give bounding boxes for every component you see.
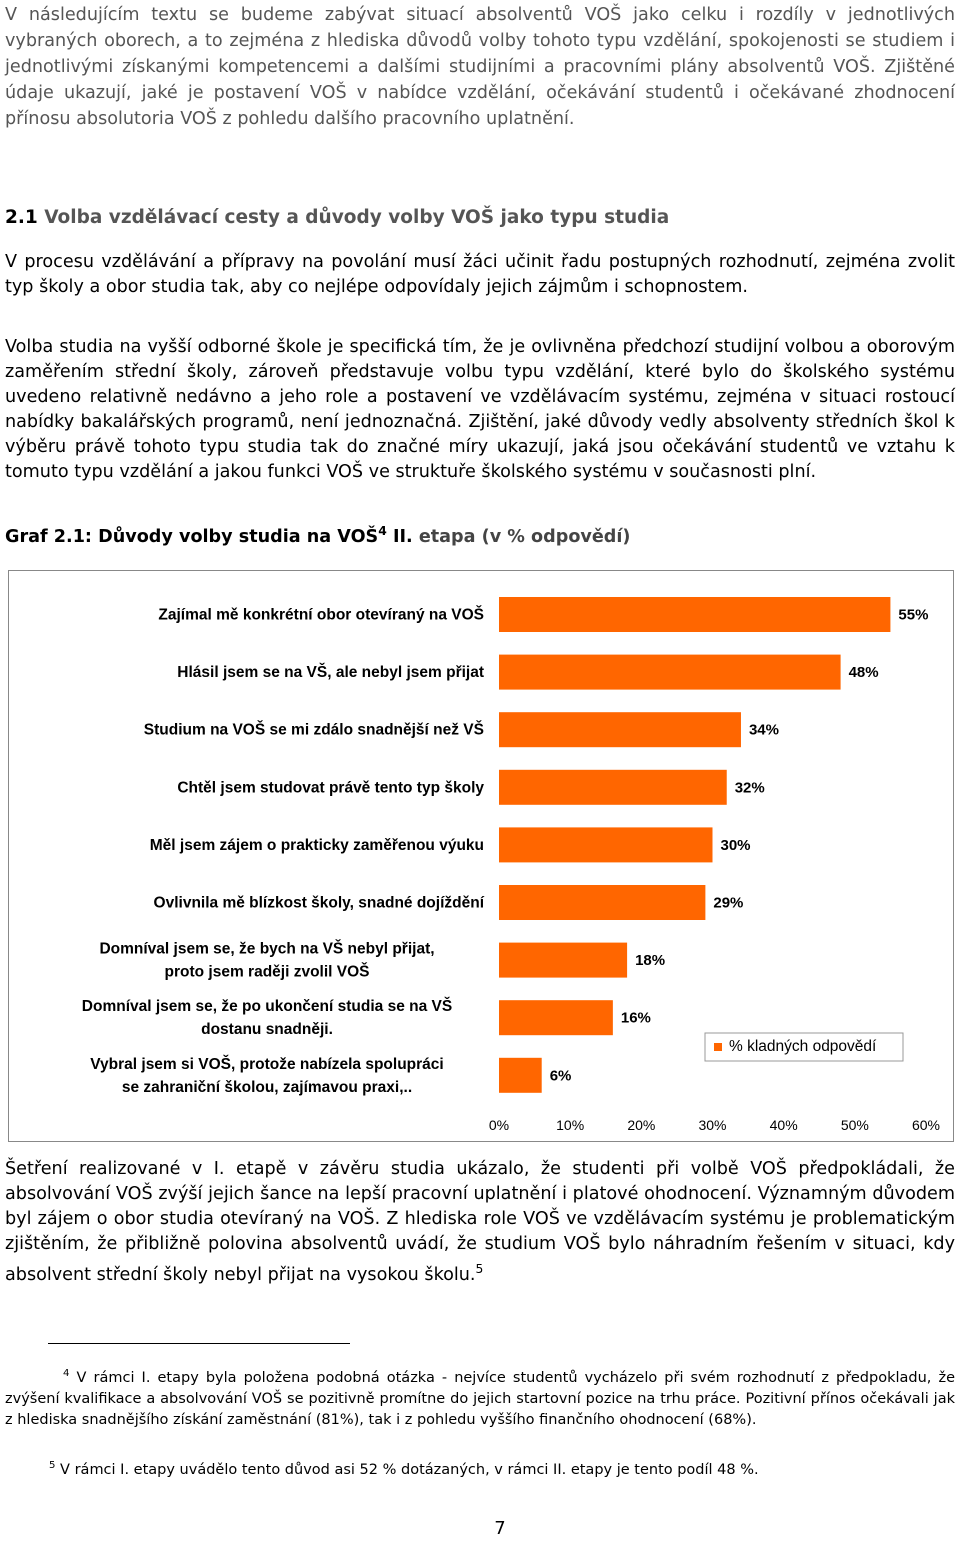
data-label-4: 32% [735, 779, 765, 796]
chart-caption-suffix: etapa (v % odpovědí) [412, 526, 631, 547]
page-number: 7 [494, 1518, 506, 1539]
x-tick-4: 40% [770, 1117, 798, 1133]
x-tick-1: 10% [556, 1117, 584, 1133]
footnote-5-text: V rámci I. etapy uvádělo tento důvod asi… [55, 1461, 759, 1478]
data-label-9: 6% [550, 1067, 572, 1084]
footnote-4-mark: 4 [63, 1368, 70, 1379]
x-tick-2: 20% [627, 1117, 655, 1133]
legend-box [704, 1032, 904, 1062]
category-label-5: Měl jsem zájem o prakticky zaměřenou výu… [150, 837, 484, 854]
category-label-1: Zajímal mě konkrétní obor otevíraný na V… [158, 606, 484, 624]
paragraph-3-text: Šetření realizované v I. etapě v závěru … [5, 1159, 955, 1285]
data-label-8: 16% [621, 1010, 651, 1027]
x-tick-0: 0% [489, 1117, 509, 1133]
legend-swatch [714, 1043, 722, 1051]
legend-label: % kladných odpovědí [729, 1038, 877, 1055]
bar-3 [499, 712, 741, 748]
bar-9 [499, 1057, 542, 1093]
chart-caption-etapa: II. [386, 526, 413, 547]
data-label-7: 18% [635, 952, 665, 969]
paragraph-3-footnote-ref: 5 [475, 1262, 484, 1276]
x-tick-3: 30% [698, 1117, 726, 1133]
chart-caption-prefix: Graf 2.1: Důvody volby studia na VOŠ [5, 526, 379, 547]
section-number: 2.1 [5, 207, 38, 228]
data-label-3: 34% [749, 722, 779, 739]
data-label-5: 30% [721, 837, 751, 854]
category-label-7: Domníval jsem se, že bych na VŠ nebyl př… [99, 940, 434, 981]
reasons-bar-chart: 55% Zajímal mě konkrétní obor otevíraný n… [8, 570, 954, 1142]
bar-8 [499, 1000, 613, 1036]
data-label-2: 48% [849, 664, 879, 681]
section-title: Volba vzdělávací cesty a důvody volby VO… [44, 207, 670, 228]
footnote-5: 5 V rámci I. etapy uvádělo tento důvod a… [5, 1455, 955, 1481]
footnote-4-text: V rámci I. etapy byla položena podobná o… [5, 1369, 955, 1428]
data-label-1: 55% [898, 607, 928, 624]
category-label-4: Chtěl jsem studovat právě tento typ škol… [177, 779, 484, 796]
paragraph-1: V procesu vzdělávání a přípravy na povol… [5, 252, 955, 297]
chart-caption-footnote-ref: 4 [378, 524, 387, 538]
x-tick-6: 60% [912, 1117, 940, 1133]
category-label-8: Domníval jsem se, že po ukončení studia … [82, 997, 452, 1038]
paragraph-2: Volba studia na vyšší odborné škole je s… [5, 337, 955, 482]
category-label-9: Vybral jsem si VOŠ, protože nabízela spo… [90, 1055, 443, 1096]
category-label-2: Hlásil jsem se na VŠ, ale nebyl jsem při… [177, 663, 484, 681]
section-heading: 2.1 Volba vzdělávací cesty a důvody volb… [5, 207, 669, 228]
bar-1 [499, 597, 891, 632]
category-label-6: Ovlivnila mě blízkost školy, snadné dojí… [154, 895, 485, 912]
bar-7 [499, 942, 628, 978]
category-label-3: Studium na VOŠ se mi zdálo snadnější než… [144, 721, 484, 739]
bar-6 [499, 885, 706, 920]
chart-caption: Graf 2.1: Důvody volby studia na VOŠ4 II… [5, 524, 630, 547]
intro-paragraph: V následujícím textu se budeme zabývat s… [5, 5, 955, 129]
x-tick-5: 50% [841, 1117, 869, 1133]
footnote-5-mark: 5 [49, 1460, 56, 1471]
bar-2 [499, 654, 841, 690]
data-label-6: 29% [713, 895, 743, 912]
footnote-separator [48, 1343, 350, 1344]
chart-legend: % kladných odpovědí [704, 1032, 904, 1062]
paragraph-3: Šetření realizované v I. etapě v závěru … [5, 1157, 955, 1288]
footnote-4: 4 V rámci I. etapy byla položena podobná… [5, 1363, 955, 1431]
bar-4 [499, 769, 727, 805]
bar-5 [499, 827, 713, 863]
